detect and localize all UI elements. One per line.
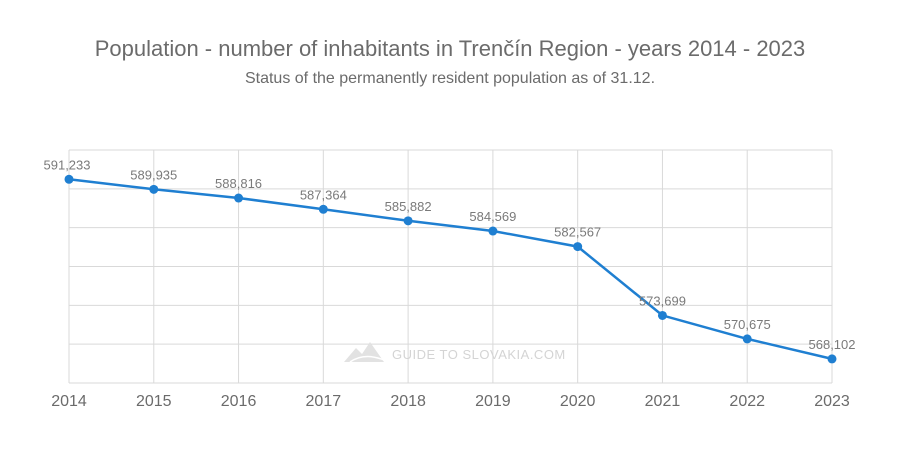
- data-labels-layer: 591,233 589,935 588,816 587,364 585,882 584,5…: [44, 157, 856, 352]
- data-point-2018[interactable]: [403, 216, 413, 226]
- data-point-2017[interactable]: [318, 204, 328, 214]
- x-tick-label-2021: 2021: [645, 393, 681, 410]
- grid-layer: [68, 149, 833, 384]
- data-label-2016: 588,816: [215, 176, 262, 191]
- data-point-2015[interactable]: [149, 184, 159, 194]
- x-tick-label-2022: 2022: [729, 393, 765, 410]
- data-point-2014[interactable]: [64, 174, 74, 184]
- data-point-2016[interactable]: [234, 193, 244, 203]
- data-label-2014: 591,233: [44, 157, 91, 172]
- data-point-2021[interactable]: [657, 310, 667, 320]
- data-label-2015: 589,935: [130, 167, 177, 182]
- x-tick-label-2020: 2020: [560, 393, 596, 410]
- data-label-2017: 587,364: [300, 187, 347, 202]
- data-point-2023[interactable]: [827, 354, 837, 364]
- x-tick-label-2017: 2017: [306, 393, 342, 410]
- series-line-population: [68, 178, 833, 361]
- data-label-2021: 573,699: [639, 293, 686, 308]
- watermark-text: GUIDE TO SLOVAKIA.COM: [392, 347, 566, 362]
- watermark: GUIDE TO SLOVAKIA.COM: [344, 342, 566, 363]
- x-tick-label-2014: 2014: [51, 393, 87, 410]
- data-label-2020: 582,567: [554, 225, 601, 240]
- x-tick-label-2018: 2018: [390, 393, 426, 410]
- data-label-2023: 568,102: [809, 337, 856, 352]
- data-label-2019: 584,569: [469, 209, 516, 224]
- data-label-2022: 570,675: [724, 317, 771, 332]
- x-tick-label-2016: 2016: [221, 393, 257, 410]
- data-point-2020[interactable]: [573, 242, 583, 252]
- chart-subtitle: Status of the permanently resident popul…: [244, 70, 656, 87]
- points-layer: [64, 174, 837, 364]
- x-axis-ticks: 2014 2015 2016 2017 2018 2019 2020 2021 2022 2023: [51, 393, 850, 410]
- data-point-2022[interactable]: [742, 334, 752, 344]
- data-point-2019[interactable]: [488, 226, 498, 236]
- x-tick-label-2019: 2019: [475, 393, 511, 410]
- data-label-2018: 585,882: [385, 199, 432, 214]
- x-tick-label-2015: 2015: [136, 393, 172, 410]
- x-tick-label-2023: 2023: [814, 393, 850, 410]
- chart-title: Population - number of inhabitants in Tr…: [94, 36, 806, 61]
- series-line-layer: [68, 178, 833, 361]
- mountain-logo-icon: [344, 342, 385, 363]
